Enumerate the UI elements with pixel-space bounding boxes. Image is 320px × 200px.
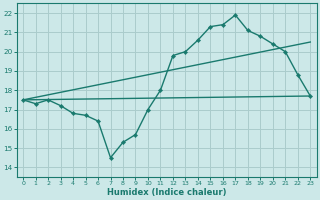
X-axis label: Humidex (Indice chaleur): Humidex (Indice chaleur) <box>107 188 227 197</box>
